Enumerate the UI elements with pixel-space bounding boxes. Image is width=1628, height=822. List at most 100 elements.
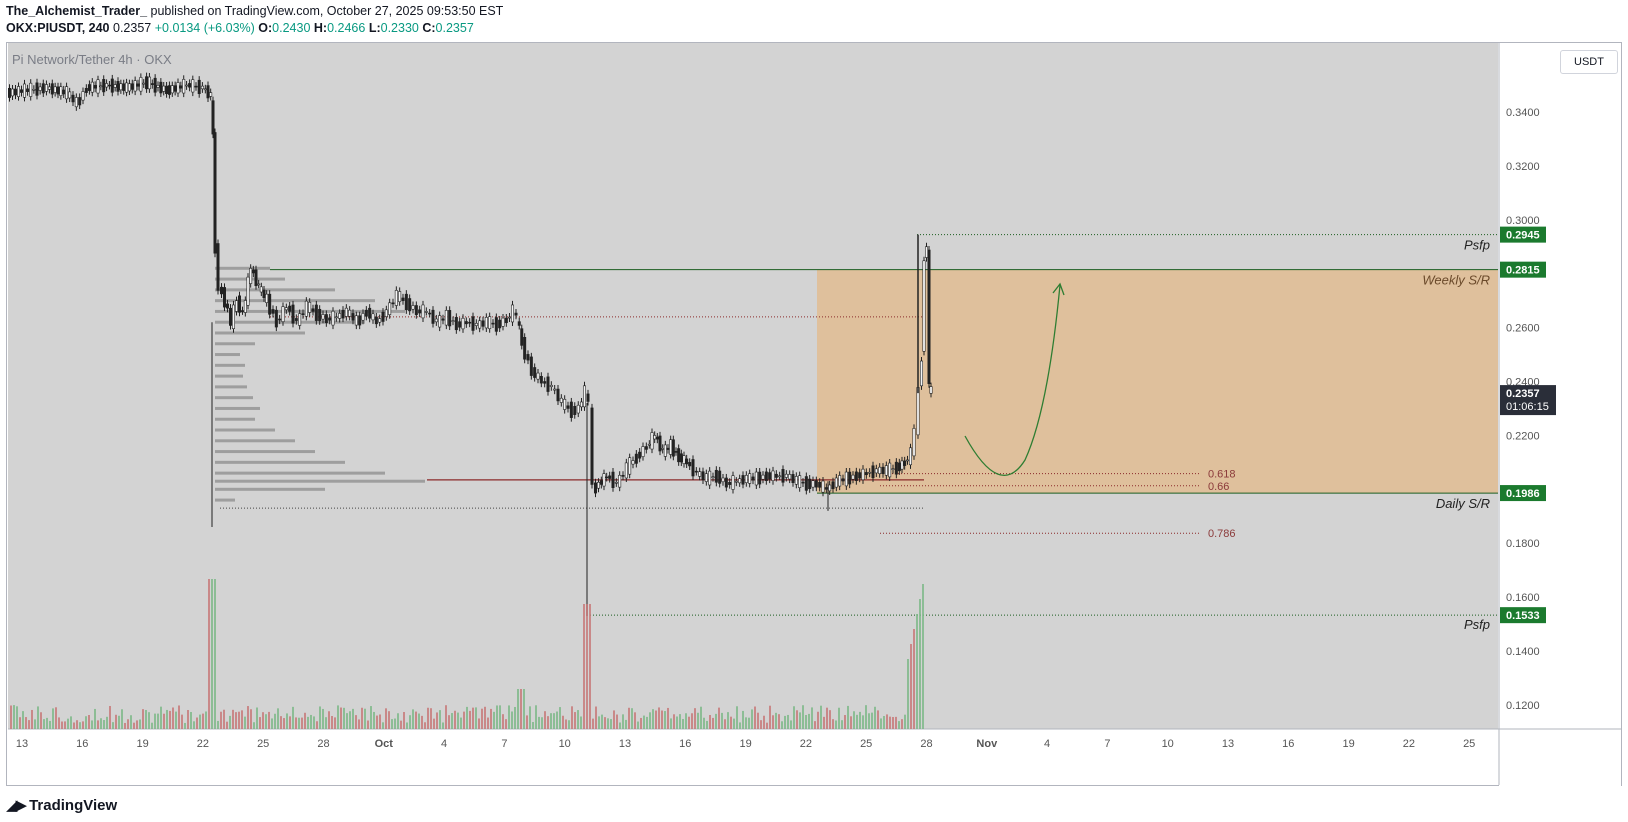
candle-body bbox=[924, 246, 928, 258]
volume-bar bbox=[505, 719, 507, 729]
candle-body bbox=[408, 298, 412, 312]
candle-body bbox=[698, 471, 702, 477]
candle-body bbox=[764, 471, 768, 481]
candle-body bbox=[211, 100, 215, 135]
candle-body bbox=[711, 476, 715, 479]
candle-body bbox=[99, 85, 103, 88]
publish-info: published on TradingView.com, October 27… bbox=[150, 4, 504, 18]
candle-body bbox=[905, 459, 909, 462]
volume-bar bbox=[472, 707, 474, 729]
candle-body bbox=[507, 316, 511, 319]
candle-body bbox=[721, 477, 725, 483]
candle-body bbox=[418, 309, 422, 314]
candle-body bbox=[663, 444, 667, 457]
volume-bar bbox=[157, 713, 159, 729]
candle-body bbox=[811, 480, 815, 488]
volume-bar bbox=[427, 707, 429, 729]
x-tick-label: 25 bbox=[257, 738, 269, 750]
volume-bar bbox=[217, 720, 219, 729]
volume-bar bbox=[514, 706, 516, 729]
candle-body bbox=[206, 85, 210, 99]
candle-body bbox=[354, 315, 358, 326]
volume-bar bbox=[103, 720, 105, 729]
candle-body bbox=[608, 475, 612, 479]
volume-bar bbox=[223, 709, 225, 729]
volume-bar bbox=[337, 705, 339, 729]
candle-body bbox=[529, 356, 533, 376]
currency-unit-button[interactable]: USDT bbox=[1560, 50, 1618, 74]
volume-bar bbox=[823, 716, 825, 729]
volume-bar bbox=[37, 706, 39, 729]
x-tick-label: 19 bbox=[136, 738, 148, 750]
candle-body bbox=[259, 286, 263, 293]
current-price-text: 0.2357 bbox=[1506, 388, 1540, 400]
candle-body bbox=[517, 321, 521, 326]
candle-body bbox=[159, 81, 163, 94]
volume-bar bbox=[436, 712, 438, 729]
candle-body bbox=[491, 322, 495, 325]
volume-bar bbox=[517, 689, 519, 729]
volume-bar bbox=[646, 716, 648, 729]
volume-bar bbox=[724, 719, 726, 729]
candle-body bbox=[484, 317, 488, 329]
candle-body bbox=[628, 457, 632, 475]
volume-bar bbox=[328, 711, 330, 729]
volume-bar bbox=[550, 713, 552, 729]
volume-bar bbox=[64, 721, 66, 729]
candle-body bbox=[650, 432, 654, 450]
volume-bar bbox=[589, 604, 591, 729]
candle-body bbox=[271, 309, 275, 314]
volume-bar bbox=[193, 721, 195, 729]
candle-body bbox=[411, 305, 415, 310]
candle-body bbox=[35, 82, 39, 96]
candle-body bbox=[754, 471, 758, 486]
volume-bar bbox=[34, 719, 36, 729]
x-tick-label: 10 bbox=[1162, 738, 1174, 750]
candle-body bbox=[638, 451, 642, 459]
volume-bar bbox=[751, 709, 753, 729]
volume-profile-bin bbox=[215, 266, 270, 270]
candle-body bbox=[669, 439, 673, 455]
volume-bar bbox=[172, 707, 174, 729]
candle-body bbox=[891, 468, 895, 470]
candle-body bbox=[351, 313, 355, 321]
candle-body bbox=[388, 302, 392, 315]
volume-bar bbox=[643, 715, 645, 729]
candle-body bbox=[262, 289, 266, 299]
volume-bar bbox=[853, 711, 855, 729]
candle-body bbox=[401, 297, 405, 301]
candle-body bbox=[11, 88, 15, 97]
candle-body bbox=[62, 89, 66, 95]
volume-bar bbox=[814, 721, 816, 729]
x-tick-label: 22 bbox=[197, 738, 209, 750]
candle-body bbox=[304, 300, 308, 317]
y-tick-label: 0.3000 bbox=[1506, 215, 1540, 227]
volume-bar bbox=[397, 713, 399, 729]
volume-bar bbox=[847, 705, 849, 729]
price-label-box bbox=[1500, 485, 1546, 502]
volume-bar bbox=[415, 711, 417, 729]
candle-body bbox=[235, 300, 239, 312]
volume-bar bbox=[160, 706, 162, 729]
candle-body bbox=[549, 384, 553, 388]
candle-body bbox=[44, 84, 48, 92]
price-label-box bbox=[1500, 261, 1546, 278]
y-tick-label: 0.3400 bbox=[1506, 107, 1540, 119]
x-tick-label: 16 bbox=[76, 738, 88, 750]
x-tick-label: 4 bbox=[1044, 738, 1050, 750]
volume-bar bbox=[22, 711, 24, 729]
candle-body bbox=[510, 304, 514, 323]
ohlc-line: OKX:PIUSDT, 240 0.2357 +0.0134 (+6.03%) … bbox=[6, 21, 474, 35]
volume-bar bbox=[697, 712, 699, 729]
volume-bar bbox=[778, 714, 780, 729]
volume-bar bbox=[862, 715, 864, 729]
volume-profile-bin bbox=[215, 417, 255, 421]
candle-body bbox=[246, 276, 250, 306]
candle-body bbox=[674, 451, 678, 453]
volume-bar bbox=[913, 629, 915, 729]
volume-bar bbox=[508, 705, 510, 729]
fib-level-label: 0.786 bbox=[1208, 528, 1236, 540]
volume-bar bbox=[577, 710, 579, 729]
candle-body bbox=[254, 269, 258, 287]
